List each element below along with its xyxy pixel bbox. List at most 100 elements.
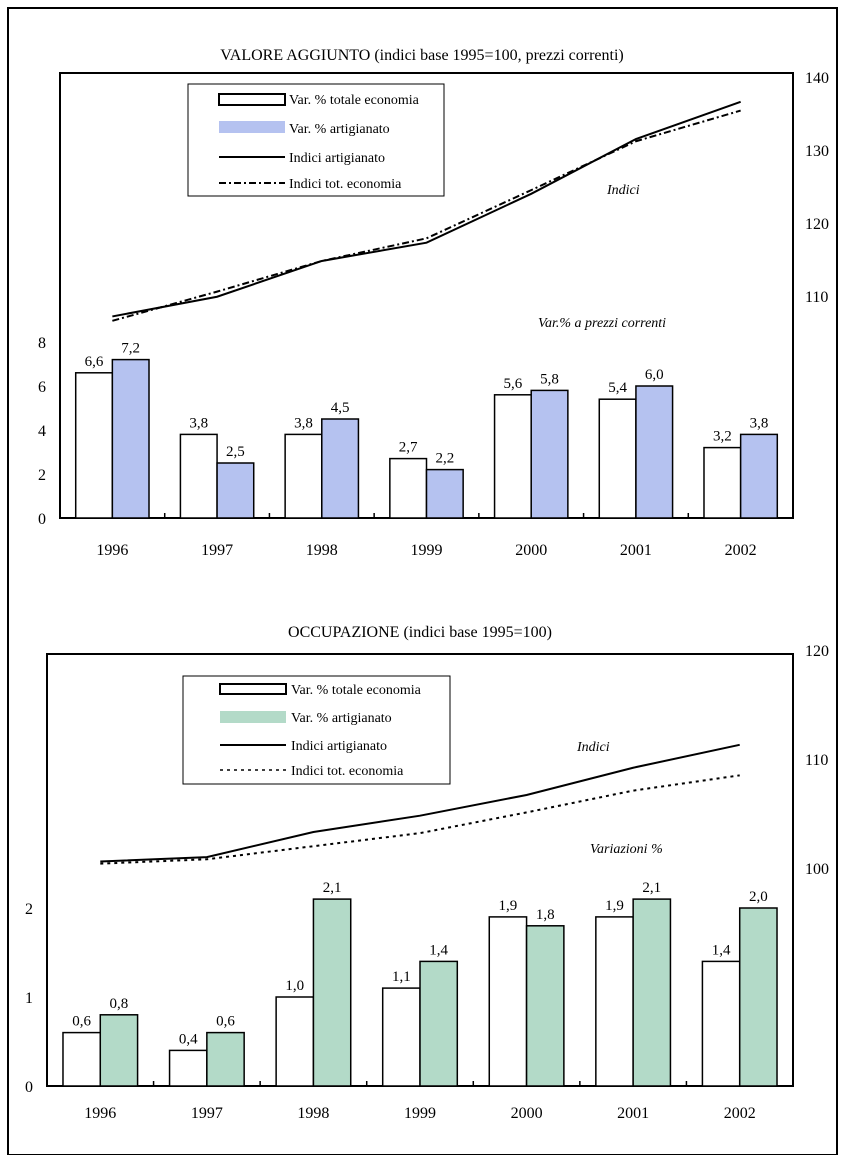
bar-value-label: 5,4 bbox=[608, 380, 627, 396]
legend-label-artigianato: Var. % artigianato bbox=[291, 711, 392, 726]
bar-artigianato bbox=[525, 925, 565, 1087]
category-label: 2000 bbox=[515, 542, 547, 559]
bar-totale-economia bbox=[493, 394, 532, 519]
left-tick-label: 6 bbox=[38, 379, 46, 396]
bar-artigianato bbox=[419, 960, 459, 1087]
right-tick-label: 120 bbox=[805, 643, 829, 660]
legend-label-indici-totale: Indici tot. economia bbox=[291, 764, 404, 779]
bar-artigianato bbox=[206, 1031, 245, 1087]
left-tick-label: 2 bbox=[38, 467, 46, 484]
bar-value-label: 1,9 bbox=[499, 898, 518, 914]
bars-layer: 6,6 3,8 3,8 2,7 5,6 5,4 3,2 7,2 2,5 4,5 2,2 5,8 6,0 3… bbox=[74, 341, 779, 519]
bar-totale-economia bbox=[168, 1049, 208, 1087]
bar-value-label: 4,5 bbox=[331, 400, 350, 416]
right-tick-label: 110 bbox=[805, 289, 828, 306]
chart-title: OCCUPAZIONE (indici base 1995=100) bbox=[288, 624, 552, 641]
lines-layer bbox=[100, 743, 740, 865]
category-axis: 1996 1997 1998 1999 2000 2001 2002 bbox=[84, 1081, 756, 1122]
occupazione-chart: OCCUPAZIONE (indici base 1995=100) 0 1 2 1… bbox=[25, 624, 829, 1122]
category-label: 1998 bbox=[297, 1105, 329, 1122]
chart-title: VALORE AGGIUNTO (indici base 1995=100, p… bbox=[220, 47, 623, 64]
left-tick-label: 2 bbox=[25, 901, 33, 918]
category-label: 2002 bbox=[725, 542, 757, 559]
bar-value-label: 2,5 bbox=[226, 444, 245, 460]
bar-value-label: 3,8 bbox=[294, 415, 313, 431]
bar-totale-economia bbox=[598, 398, 637, 519]
bar-totale-economia bbox=[701, 960, 741, 1087]
bar-artigianato bbox=[739, 433, 779, 519]
bar-totale-economia bbox=[595, 916, 634, 1087]
bar-totale-economia bbox=[284, 433, 323, 519]
bar-value-label: 1,0 bbox=[285, 978, 304, 994]
bar-value-label: 2,7 bbox=[399, 440, 418, 456]
left-axis: 0 1 2 bbox=[25, 901, 33, 1096]
bar-artigianato bbox=[530, 389, 569, 519]
legend-label-indici-totale: Indici tot. economia bbox=[289, 177, 402, 192]
category-label: 1999 bbox=[411, 542, 443, 559]
bar-value-label: 2,1 bbox=[642, 880, 661, 896]
annotation-indici: Indici bbox=[576, 740, 610, 755]
category-label: 2001 bbox=[617, 1105, 649, 1122]
bar-value-label: 3,8 bbox=[189, 415, 208, 431]
bar-totale-economia bbox=[74, 372, 114, 519]
category-label: 1996 bbox=[96, 542, 128, 559]
bar-artigianato bbox=[99, 1014, 139, 1087]
legend-swatch-artigianato bbox=[219, 121, 285, 133]
category-label: 1996 bbox=[84, 1105, 116, 1122]
bar-totale-economia bbox=[275, 996, 315, 1087]
legend-label-indici-artigianato: Indici artigianato bbox=[291, 739, 387, 754]
category-label: 2000 bbox=[511, 1105, 543, 1122]
legend: Var. % totale economia Var. % artigianat… bbox=[182, 675, 451, 785]
bar-value-label: 6,6 bbox=[85, 354, 104, 370]
bar-value-label: 5,6 bbox=[504, 376, 523, 392]
bar-artigianato bbox=[111, 358, 150, 519]
bar-value-label: 6,0 bbox=[645, 367, 664, 383]
legend-label-total: Var. % totale economia bbox=[291, 683, 422, 698]
bar-value-label: 1,4 bbox=[429, 942, 448, 958]
bar-value-label: 0,4 bbox=[179, 1031, 198, 1047]
bar-value-label: 2,1 bbox=[323, 880, 342, 896]
bar-artigianato bbox=[632, 898, 672, 1087]
bar-totale-economia bbox=[389, 457, 428, 519]
category-label: 2002 bbox=[724, 1105, 756, 1122]
bar-totale-economia bbox=[62, 1031, 102, 1087]
bar-value-label: 2,0 bbox=[749, 889, 768, 905]
right-tick-label: 100 bbox=[805, 861, 829, 878]
bar-totale-economia bbox=[488, 916, 528, 1087]
right-axis: 100 110 120 bbox=[805, 643, 829, 878]
left-tick-label: 4 bbox=[38, 423, 46, 440]
category-label: 1998 bbox=[306, 542, 338, 559]
legend-label-total: Var. % totale economia bbox=[289, 93, 420, 108]
category-label: 2001 bbox=[620, 542, 652, 559]
legend-swatch-total bbox=[219, 683, 287, 695]
right-axis: 110 120 130 140 bbox=[805, 70, 829, 306]
right-tick-label: 120 bbox=[805, 216, 829, 233]
bar-value-label: 3,2 bbox=[713, 429, 732, 445]
valore-aggiunto-chart: VALORE AGGIUNTO (indici base 1995=100, p… bbox=[38, 47, 829, 559]
right-tick-label: 110 bbox=[805, 752, 828, 769]
bars-layer: 0,6 0,4 1,0 1,1 1,9 1,9 1,4 0,8 0,6 2,1 1,4 1,8 2,1 2… bbox=[62, 880, 778, 1087]
bar-artigianato bbox=[738, 907, 778, 1087]
bar-artigianato bbox=[321, 418, 360, 519]
line-indici-artigianato bbox=[112, 100, 741, 318]
bar-artigianato bbox=[635, 385, 674, 519]
line-indici-totale bbox=[112, 109, 741, 322]
annotation-indici: Indici bbox=[606, 183, 640, 198]
legend-label-artigianato: Var. % artigianato bbox=[289, 122, 390, 137]
left-tick-label: 0 bbox=[25, 1079, 33, 1096]
bar-value-label: 1,8 bbox=[536, 907, 555, 923]
bar-totale-economia bbox=[703, 446, 742, 519]
annotation-var: Var.% a prezzi correnti bbox=[538, 316, 666, 331]
bar-value-label: 7,2 bbox=[121, 341, 140, 357]
left-tick-label: 0 bbox=[38, 511, 46, 528]
bar-value-label: 1,9 bbox=[605, 898, 624, 914]
annotation-var: Variazioni % bbox=[590, 842, 663, 857]
bar-artigianato bbox=[312, 898, 352, 1087]
right-tick-label: 130 bbox=[805, 143, 829, 160]
bar-value-label: 1,4 bbox=[712, 942, 731, 958]
left-tick-label: 1 bbox=[25, 990, 33, 1007]
left-axis: 0 2 4 6 8 bbox=[38, 335, 46, 528]
left-tick-label: 8 bbox=[38, 335, 46, 352]
